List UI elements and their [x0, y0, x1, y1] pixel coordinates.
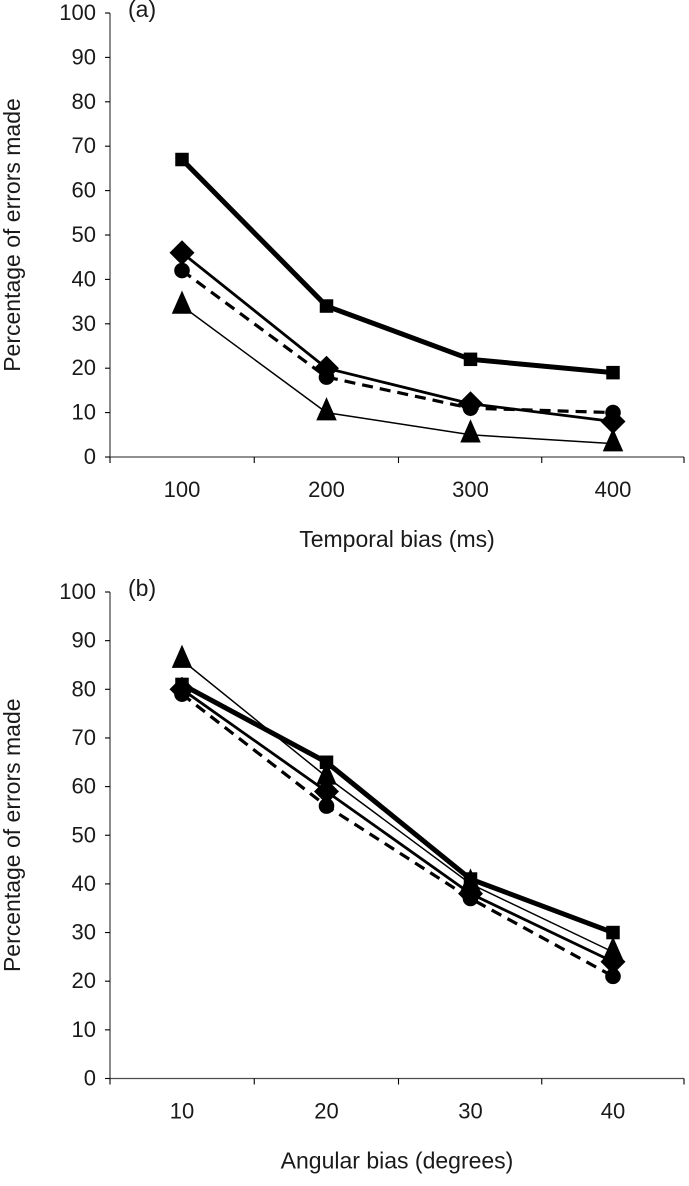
svg-text:10: 10 — [72, 400, 96, 425]
svg-text:400: 400 — [595, 477, 632, 502]
svg-text:0: 0 — [84, 444, 96, 469]
svg-text:30: 30 — [72, 920, 96, 945]
svg-text:90: 90 — [72, 44, 96, 69]
svg-text:60: 60 — [72, 178, 96, 203]
svg-text:300: 300 — [452, 477, 489, 502]
svg-text:40: 40 — [72, 871, 96, 896]
svg-text:50: 50 — [72, 222, 96, 247]
svg-text:40: 40 — [601, 1099, 625, 1124]
svg-text:80: 80 — [72, 676, 96, 701]
svg-text:30: 30 — [72, 311, 96, 336]
svg-text:0: 0 — [84, 1066, 96, 1091]
svg-text:60: 60 — [72, 774, 96, 799]
svg-text:(a): (a) — [128, 0, 156, 22]
svg-text:40: 40 — [72, 266, 96, 291]
svg-text:200: 200 — [308, 477, 345, 502]
svg-text:Angular bias (degrees): Angular bias (degrees) — [281, 1148, 514, 1174]
svg-text:30: 30 — [458, 1099, 482, 1124]
svg-text:90: 90 — [72, 628, 96, 653]
svg-text:20: 20 — [72, 355, 96, 380]
svg-text:100: 100 — [59, 0, 96, 25]
svg-text:10: 10 — [72, 1017, 96, 1042]
svg-text:100: 100 — [59, 579, 96, 604]
svg-text:70: 70 — [72, 133, 96, 158]
svg-text:Percentage of errors made: Percentage of errors made — [0, 98, 25, 372]
svg-text:50: 50 — [72, 822, 96, 847]
svg-text:10: 10 — [170, 1099, 194, 1124]
svg-text:(b): (b) — [128, 575, 156, 601]
svg-text:100: 100 — [164, 477, 201, 502]
svg-text:80: 80 — [72, 89, 96, 114]
svg-text:20: 20 — [314, 1099, 338, 1124]
svg-text:70: 70 — [72, 725, 96, 750]
svg-text:Temporal bias (ms): Temporal bias (ms) — [299, 526, 495, 552]
svg-text:20: 20 — [72, 968, 96, 993]
svg-text:Percentage of errors made: Percentage of errors made — [0, 698, 25, 972]
